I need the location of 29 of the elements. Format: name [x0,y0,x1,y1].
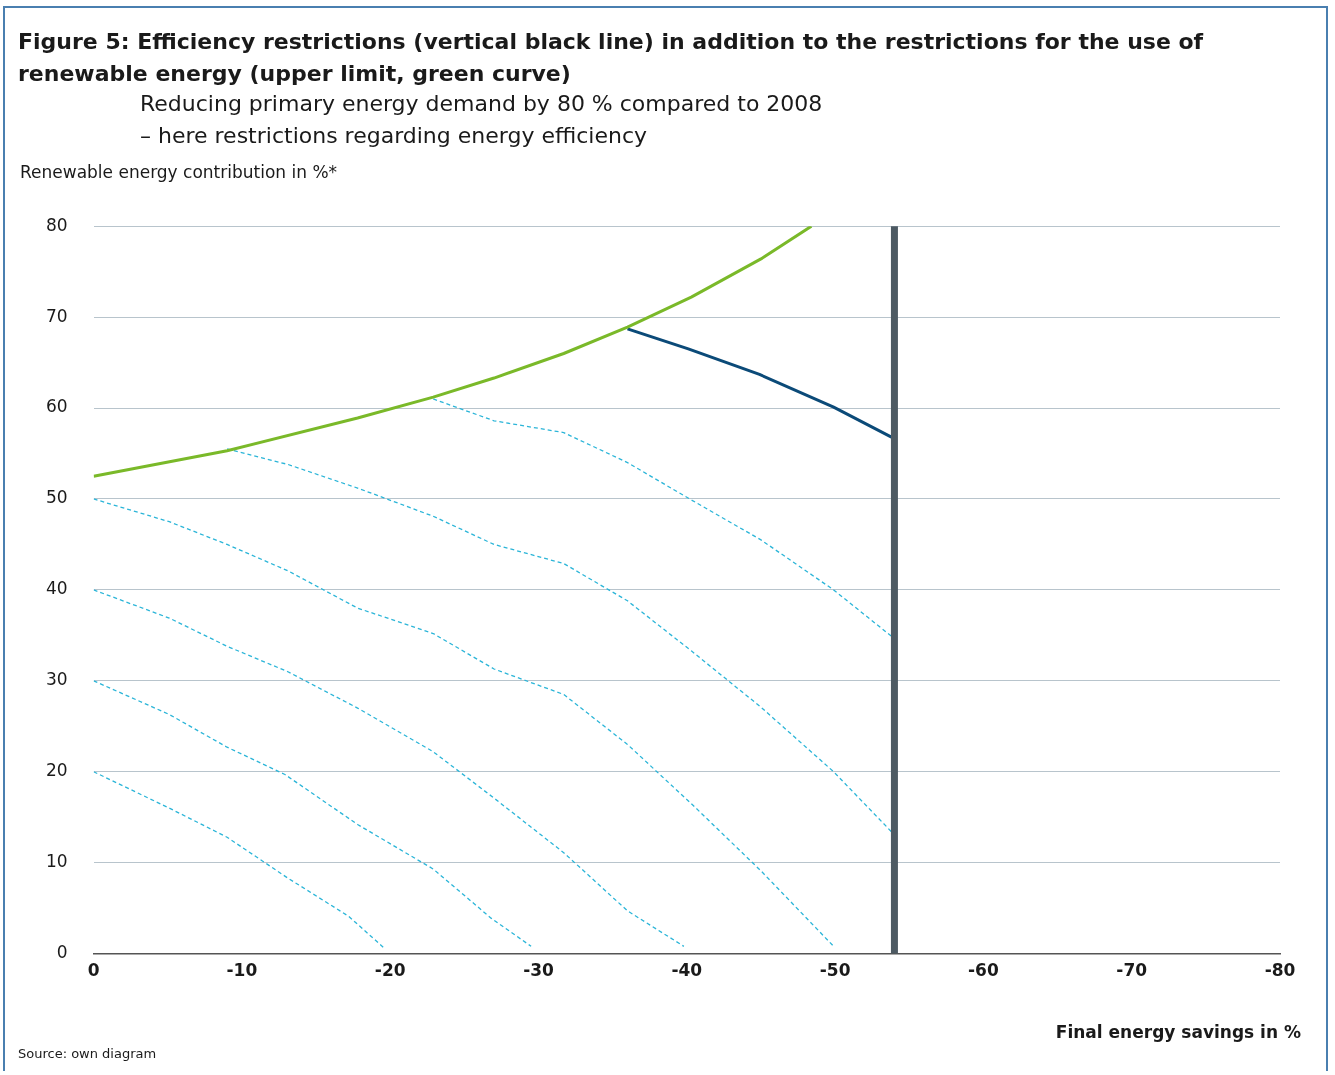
y-tick-label: 0 [56,942,68,963]
x-tick-label: -40 [671,960,703,981]
y-tick-label: 30 [45,669,68,690]
source-note: Source: own diagram [18,1046,157,1061]
line-series [93,771,385,949]
line-series [93,498,835,947]
chart-title: Figure 5: Efficiency restrictions (vertical black line) in addition to the restrictions for the use of renewable energy (upper limit, green curve) [18,28,1205,88]
x-tick-label: -10 [226,960,258,981]
x-tick-label: -70 [1116,960,1148,981]
x-tick-label: -80 [1264,960,1296,981]
line-series [432,398,893,637]
y-tick-label: 80 [45,214,68,235]
line-series [93,680,532,947]
line-series [93,589,685,947]
y-tick-label: 40 [45,578,68,599]
x-tick-label: -30 [523,960,555,981]
chart-subtitle: Reducing primary energy demand by 80 % compared to 2008 – here restrictions regarding energy efficiency [140,90,823,150]
x-tick-label: -60 [968,960,999,981]
y-tick-label: 50 [45,487,68,508]
line-series [226,448,893,833]
x-tick-label: -50 [819,960,851,981]
y-axis-title: Renewable energy contribution in %* [20,162,338,182]
x-tick-label: 0 [87,960,100,981]
y-tick-label: 20 [45,760,68,781]
y-tick-label: 70 [45,305,68,326]
y-tick-label: 10 [45,851,68,872]
x-tick-label: -20 [374,960,406,981]
y-tick-label: 60 [45,396,68,417]
x-axis-title: Final energy savings in % [1055,1022,1301,1042]
